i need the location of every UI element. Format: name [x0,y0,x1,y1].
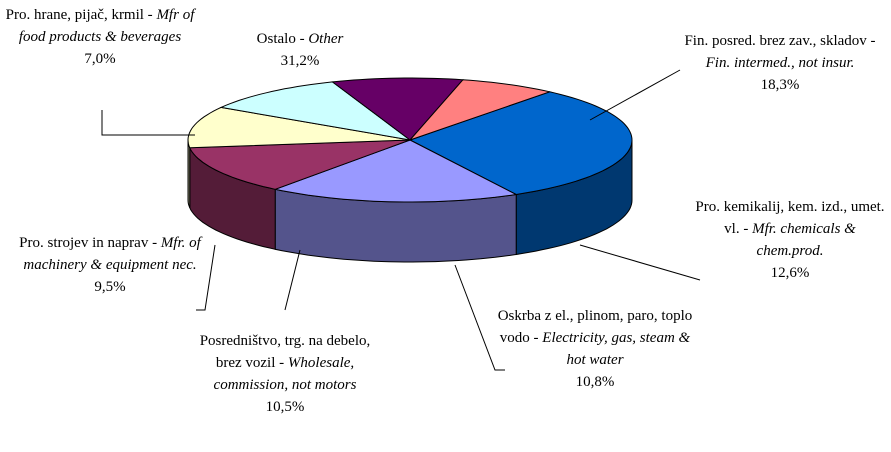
slice-side [187,139,191,208]
slice [219,81,411,141]
slice [408,91,633,196]
slice [189,139,411,190]
slice-label: Ostalo - Other 31,2% [256,31,344,69]
leader-lines [101,69,701,371]
slice-label: Pro. kemikalij, kem. izd., umet. vl. - M… [695,199,885,281]
leader-line [196,244,216,311]
slice-label: Fin. posred. brez zav., skladov - Fin. i… [684,33,876,93]
leader-line [454,264,505,371]
slice [408,79,552,142]
slice-label: Pro. strojev in naprav - Mfr. of machine… [19,235,201,295]
slice-label: Pro. hrane, pijač, krmil - Mfr of food p… [5,7,195,67]
slice-label: Oskrba z el., plinom, paro, toplo vodo -… [497,308,693,390]
leader-line [579,244,701,281]
slice-label: Posredništvo, trg. na debelo, brez vozil… [199,333,371,415]
slice [331,77,464,141]
leader-line [284,249,301,311]
leader-line [589,69,681,121]
leader-line [101,110,195,136]
slice [187,106,411,149]
slice [273,139,518,203]
